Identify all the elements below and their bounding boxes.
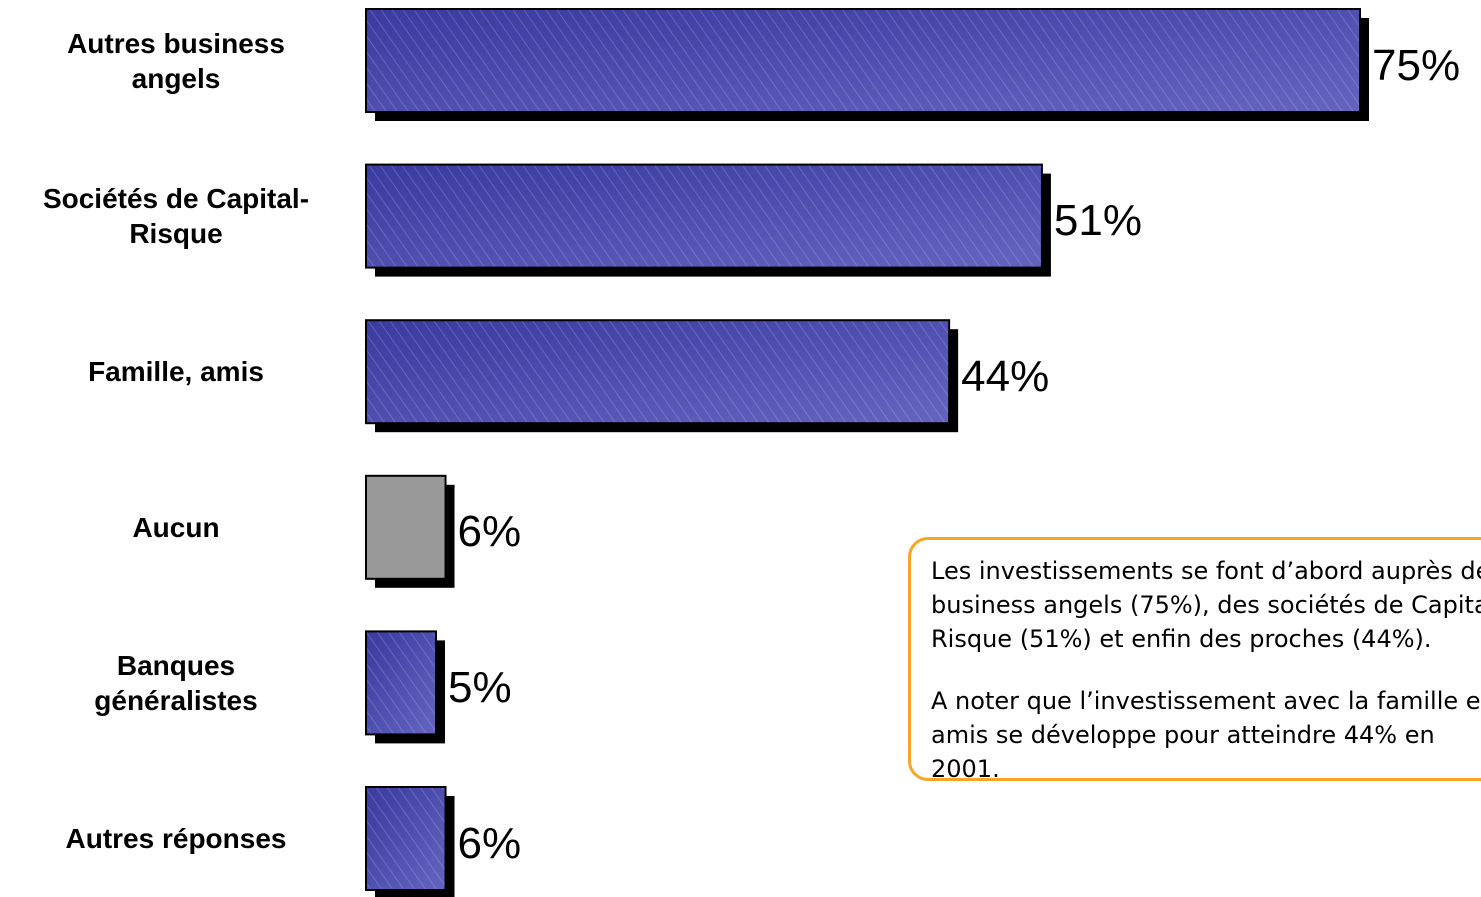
bar-3: [366, 476, 446, 579]
value-label: 5%: [448, 663, 512, 713]
category-label: Banques généralistes: [8, 638, 344, 728]
note-line: Les investissements se font d’abord aupr…: [931, 557, 1481, 585]
note-line: amis se développe pour atteindre 44% en: [931, 721, 1435, 749]
category-label: Autres business angels: [8, 16, 344, 106]
category-label: Famille, amis: [8, 327, 344, 417]
bar-texture: [367, 632, 435, 733]
note-line: Risque (51%) et enfin des proches (44%).: [931, 625, 1432, 653]
category-label-text: Autres réponses: [66, 821, 287, 856]
value-label: 51%: [1054, 196, 1142, 246]
note-line: A noter que l’investissement avec la fam…: [931, 687, 1481, 715]
bar-texture: [367, 166, 1041, 267]
bar-texture: [367, 788, 445, 889]
bar-texture: [367, 321, 948, 422]
value-label: 6%: [458, 507, 522, 557]
category-label: Aucun: [8, 482, 344, 572]
category-label-text: Sociétés de Capital- Risque: [43, 181, 309, 251]
note-paragraph-1: Les investissements se font d’abord aupr…: [931, 554, 1481, 656]
category-label-text: Famille, amis: [88, 354, 264, 389]
value-label: 44%: [961, 352, 1049, 402]
value-label: 6%: [458, 819, 522, 869]
category-label: Sociétés de Capital- Risque: [8, 171, 344, 261]
category-label-text: Autres business angels: [67, 26, 285, 96]
commentary-box: Les investissements se font d’abord aupr…: [908, 537, 1481, 781]
category-label: Autres réponses: [8, 794, 344, 884]
note-line: 2001.: [931, 755, 1000, 783]
note-line: business angels (75%), des sociétés de C…: [931, 591, 1481, 619]
category-label-text: Aucun: [132, 510, 219, 545]
bar-texture: [367, 10, 1359, 111]
note-paragraph-2: A noter que l’investissement avec la fam…: [931, 684, 1481, 786]
value-label: 75%: [1372, 41, 1460, 91]
category-label-text: Banques généralistes: [94, 648, 257, 718]
